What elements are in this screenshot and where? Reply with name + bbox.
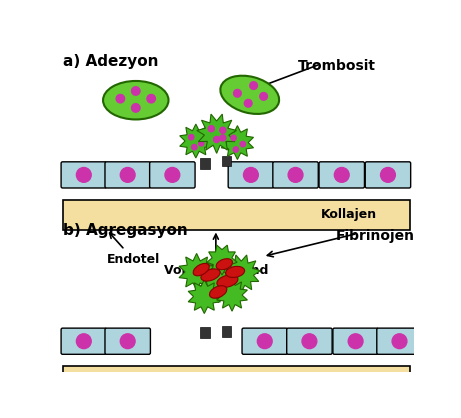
Circle shape (302, 334, 317, 349)
FancyBboxPatch shape (333, 328, 378, 354)
Ellipse shape (103, 81, 169, 120)
Polygon shape (196, 260, 240, 303)
Bar (222, 326, 231, 336)
Ellipse shape (217, 275, 238, 288)
Polygon shape (217, 279, 248, 311)
Circle shape (131, 104, 140, 112)
FancyBboxPatch shape (273, 162, 318, 188)
Circle shape (120, 168, 135, 182)
Bar (63, 366, 410, 389)
Circle shape (240, 141, 246, 147)
Circle shape (233, 147, 239, 152)
Bar (63, 200, 410, 229)
Ellipse shape (225, 266, 245, 278)
Text: a) Adezyon: a) Adezyon (63, 54, 158, 69)
Polygon shape (180, 124, 212, 158)
Ellipse shape (216, 259, 232, 270)
FancyBboxPatch shape (377, 328, 422, 354)
FancyBboxPatch shape (61, 162, 106, 188)
Polygon shape (197, 114, 236, 153)
Circle shape (208, 126, 214, 132)
Circle shape (231, 135, 236, 140)
Circle shape (147, 94, 155, 103)
Circle shape (192, 145, 197, 150)
Polygon shape (188, 280, 220, 314)
Text: b) Agregasyon: b) Agregasyon (63, 223, 187, 238)
FancyBboxPatch shape (105, 328, 150, 354)
FancyBboxPatch shape (61, 328, 106, 354)
Ellipse shape (209, 285, 227, 298)
Bar (222, 155, 231, 166)
Ellipse shape (201, 269, 220, 281)
Polygon shape (179, 253, 214, 291)
Circle shape (165, 168, 180, 182)
Circle shape (250, 82, 257, 89)
Circle shape (213, 136, 220, 143)
Circle shape (220, 135, 226, 141)
Circle shape (257, 334, 272, 349)
Circle shape (220, 127, 226, 133)
Bar (201, 327, 210, 338)
Circle shape (199, 140, 204, 146)
Circle shape (392, 334, 407, 349)
Circle shape (77, 168, 91, 182)
Circle shape (116, 94, 124, 103)
Text: Von willebrand
faktör: Von willebrand faktör (164, 234, 268, 292)
FancyBboxPatch shape (365, 162, 411, 188)
Circle shape (131, 87, 140, 95)
Circle shape (381, 168, 396, 182)
Circle shape (260, 92, 267, 100)
Circle shape (189, 135, 194, 140)
Ellipse shape (193, 263, 209, 276)
FancyBboxPatch shape (319, 162, 365, 188)
Bar (201, 158, 210, 169)
Circle shape (234, 89, 241, 97)
Text: Fibrinojen: Fibrinojen (336, 229, 415, 243)
FancyBboxPatch shape (242, 328, 288, 354)
Polygon shape (222, 255, 260, 293)
Circle shape (244, 99, 252, 107)
Ellipse shape (220, 76, 279, 114)
Text: Kollajen: Kollajen (320, 209, 377, 222)
Polygon shape (207, 245, 237, 275)
Polygon shape (221, 126, 254, 160)
Circle shape (243, 168, 258, 182)
Text: Endotel: Endotel (106, 233, 160, 266)
Circle shape (288, 168, 303, 182)
FancyBboxPatch shape (228, 162, 274, 188)
FancyBboxPatch shape (287, 328, 332, 354)
Text: Trombosit: Trombosit (297, 59, 375, 74)
FancyBboxPatch shape (105, 162, 150, 188)
FancyBboxPatch shape (150, 162, 195, 188)
Circle shape (334, 168, 349, 182)
Circle shape (77, 334, 91, 349)
Circle shape (120, 334, 135, 349)
Circle shape (348, 334, 363, 349)
